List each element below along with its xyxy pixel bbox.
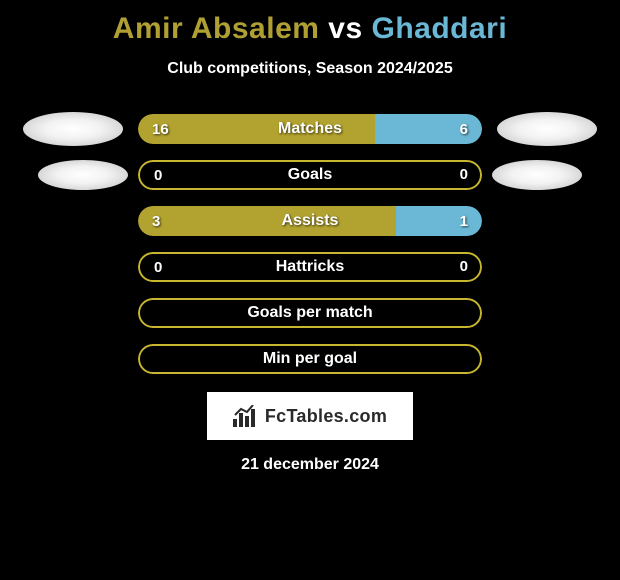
player2-avatar — [497, 112, 597, 146]
bar-segment-player2: 6 — [375, 114, 482, 144]
bar-segment-player1: 16 — [138, 114, 375, 144]
stat-row: 00Hattricks — [0, 252, 620, 282]
player2-name: Ghaddari — [371, 12, 507, 45]
fctables-logo-icon — [233, 405, 259, 427]
avatar-slot-left — [18, 112, 138, 146]
vs-separator: vs — [328, 12, 362, 45]
bar-segment-player1: 3 — [138, 206, 396, 236]
page-title: Amir Absalem vs Ghaddari — [0, 12, 620, 46]
stat-bar: 00Hattricks — [138, 252, 482, 282]
stats-list: 166Matches00Goals31Assists00HattricksGoa… — [0, 114, 620, 374]
avatar-slot-right — [482, 112, 602, 146]
stat-value-player1: 3 — [152, 213, 160, 230]
avatar-slot-left — [18, 160, 138, 190]
stat-value-player2: 6 — [460, 121, 468, 138]
subtitle: Club competitions, Season 2024/2025 — [0, 60, 620, 78]
stat-value-player1: 16 — [152, 121, 169, 138]
player2-avatar — [492, 160, 582, 190]
stat-value-player1: 0 — [154, 259, 162, 276]
stat-bar: Goals per match — [138, 298, 482, 328]
avatar-slot-right — [482, 160, 602, 190]
player1-name: Amir Absalem — [113, 12, 320, 45]
bar-segment-player2: 1 — [396, 206, 482, 236]
player1-avatar — [23, 112, 123, 146]
bar-segment-player1 — [138, 344, 482, 374]
stat-bar: 166Matches — [138, 114, 482, 144]
comparison-infographic: Amir Absalem vs Ghaddari Club competitio… — [0, 0, 620, 580]
stat-row: 31Assists — [0, 206, 620, 236]
date-label: 21 december 2024 — [0, 456, 620, 474]
stat-value-player1: 0 — [154, 167, 162, 184]
stat-bar: 31Assists — [138, 206, 482, 236]
stat-row: Goals per match — [0, 298, 620, 328]
stat-bar: 00Goals — [138, 160, 482, 190]
bar-segment-player1: 0 — [138, 252, 482, 282]
branding-badge: FcTables.com — [207, 392, 413, 440]
stat-bar: Min per goal — [138, 344, 482, 374]
bar-segment-player1: 0 — [138, 160, 482, 190]
player1-avatar — [38, 160, 128, 190]
stat-row: 00Goals — [0, 160, 620, 190]
branding-text: FcTables.com — [265, 406, 387, 427]
stat-row: 166Matches — [0, 114, 620, 144]
bar-segment-player1 — [138, 298, 482, 328]
stat-value-player2: 1 — [460, 213, 468, 230]
stat-value-player2: 0 — [460, 160, 468, 190]
stat-value-player2: 0 — [460, 252, 468, 282]
stat-row: Min per goal — [0, 344, 620, 374]
